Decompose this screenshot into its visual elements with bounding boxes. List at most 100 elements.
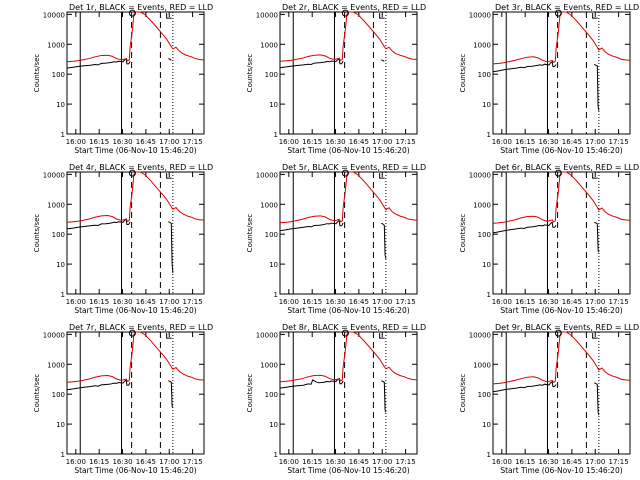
y-axis-label: Counts/sec [246, 374, 254, 413]
y-tick-label: 1 [274, 131, 278, 139]
chart-title: Det 7r, BLACK = Events, RED = LLD [69, 323, 213, 332]
flag-circle [341, 9, 349, 17]
series-line-events [492, 380, 600, 416]
y-tick-label: 1000 [260, 41, 278, 49]
x-tick-label: 16:15 [89, 458, 109, 466]
flag-circle [128, 329, 136, 337]
series-line-events [66, 57, 172, 69]
plot-frame [492, 331, 631, 455]
x-tick-label: 16:45 [562, 458, 582, 466]
y-tick-label: 1 [61, 291, 65, 299]
x-axis-label: Start Time (06-Nov-10 15:46:20) [74, 146, 196, 155]
y-tick-label: 10000 [256, 171, 278, 179]
chart-title: Det 9r, BLACK = Events, RED = LLD [495, 323, 639, 332]
y-tick-label: 1000 [473, 201, 491, 209]
plot-frame [279, 11, 418, 135]
x-tick-label: 16:15 [515, 138, 535, 146]
y-axis-label: Counts/sec [33, 374, 41, 413]
x-tick-label: 17:15 [395, 138, 415, 146]
x-tick-label: 17:15 [608, 458, 628, 466]
series-line-lld [66, 171, 205, 223]
chart-title: Det 4r, BLACK = Events, RED = LLD [69, 163, 213, 172]
series-line-events [279, 377, 387, 413]
chart-title: Det 8r, BLACK = Events, RED = LLD [282, 323, 426, 332]
y-tick-label: 10 [482, 421, 491, 429]
y-tick-label: 1 [487, 451, 491, 459]
x-tick-label: 16:30 [538, 298, 558, 306]
y-tick-label: 10 [56, 421, 65, 429]
y-tick-label: 100 [265, 231, 278, 239]
flag-bracket [592, 173, 598, 179]
flag-bracket [166, 173, 172, 179]
x-axis-label: Start Time (06-Nov-10 15:46:20) [74, 466, 196, 475]
chart-title: Det 1r, BLACK = Events, RED = LLD [69, 3, 213, 12]
y-tick-label: 1000 [473, 361, 491, 369]
plot-frame [66, 11, 205, 135]
y-tick-label: 1 [274, 291, 278, 299]
y-axis-label: Counts/sec [459, 374, 467, 413]
y-tick-label: 10000 [469, 11, 491, 19]
x-tick-label: 16:45 [136, 458, 156, 466]
y-tick-label: 10000 [43, 171, 65, 179]
chart-title: Det 3r, BLACK = Events, RED = LLD [495, 3, 639, 12]
chart-panel-7: Det 7r, BLACK = Events, RED = LLD 1 10 100 1… [33, 323, 213, 475]
x-tick-label: 16:00 [492, 298, 512, 306]
chart-panel-4: Det 4r, BLACK = Events, RED = LLD 1 10 100 1… [33, 163, 213, 315]
series-line-events [279, 219, 387, 259]
plot-frame [66, 331, 205, 455]
x-tick-label: 17:00 [159, 458, 179, 466]
x-tick-label: 16:45 [562, 138, 582, 146]
series-line-events [66, 378, 174, 409]
chart-panel-2: Det 2r, BLACK = Events, RED = LLD 1 10 100 1… [246, 3, 426, 155]
flag-circle [341, 329, 349, 337]
y-tick-label: 100 [52, 391, 65, 399]
x-tick-label: 17:15 [608, 298, 628, 306]
x-tick-label: 16:30 [112, 458, 132, 466]
y-tick-label: 100 [478, 71, 491, 79]
y-tick-label: 100 [478, 391, 491, 399]
x-tick-label: 16:00 [66, 298, 86, 306]
x-tick-label: 16:45 [136, 298, 156, 306]
flag-bracket [379, 13, 385, 19]
x-tick-label: 16:00 [279, 298, 299, 306]
chart-title: Det 5r, BLACK = Events, RED = LLD [282, 163, 426, 172]
y-tick-label: 10000 [43, 11, 65, 19]
x-tick-label: 16:45 [349, 298, 369, 306]
series-line-lld [279, 11, 418, 62]
y-tick-label: 10 [56, 261, 65, 269]
x-axis-label: Start Time (06-Nov-10 15:46:20) [287, 146, 409, 155]
x-tick-label: 16:00 [492, 138, 512, 146]
flag-circle [554, 329, 562, 337]
flag-bracket [166, 13, 172, 19]
series-line-lld [492, 11, 631, 65]
y-tick-label: 1000 [47, 41, 65, 49]
x-tick-label: 16:45 [562, 298, 582, 306]
x-tick-label: 17:00 [372, 138, 392, 146]
y-tick-label: 1000 [47, 201, 65, 209]
flag-bracket [379, 333, 385, 339]
y-tick-label: 10 [482, 261, 491, 269]
x-tick-label: 16:15 [515, 298, 535, 306]
x-tick-label: 17:15 [395, 458, 415, 466]
y-axis-label: Counts/sec [33, 54, 41, 93]
y-tick-label: 10000 [43, 331, 65, 339]
x-tick-label: 16:30 [538, 138, 558, 146]
x-tick-label: 16:30 [538, 458, 558, 466]
x-tick-label: 16:15 [302, 458, 322, 466]
plot-frame [279, 331, 418, 455]
chart-panel-1: Det 1r, BLACK = Events, RED = LLD 1 10 100 1… [33, 3, 213, 155]
y-tick-label: 10000 [256, 11, 278, 19]
plot-frame [279, 171, 418, 295]
x-tick-label: 16:45 [349, 138, 369, 146]
series-line-lld [492, 331, 631, 385]
series-line-lld [66, 11, 205, 63]
x-tick-label: 17:00 [585, 138, 605, 146]
x-tick-label: 16:15 [89, 138, 109, 146]
x-tick-label: 16:30 [112, 298, 132, 306]
x-tick-label: 16:15 [302, 138, 322, 146]
chart-title: Det 6r, BLACK = Events, RED = LLD [495, 163, 639, 172]
plot-frame [492, 11, 631, 135]
y-tick-label: 100 [478, 231, 491, 239]
y-axis-label: Counts/sec [246, 214, 254, 253]
